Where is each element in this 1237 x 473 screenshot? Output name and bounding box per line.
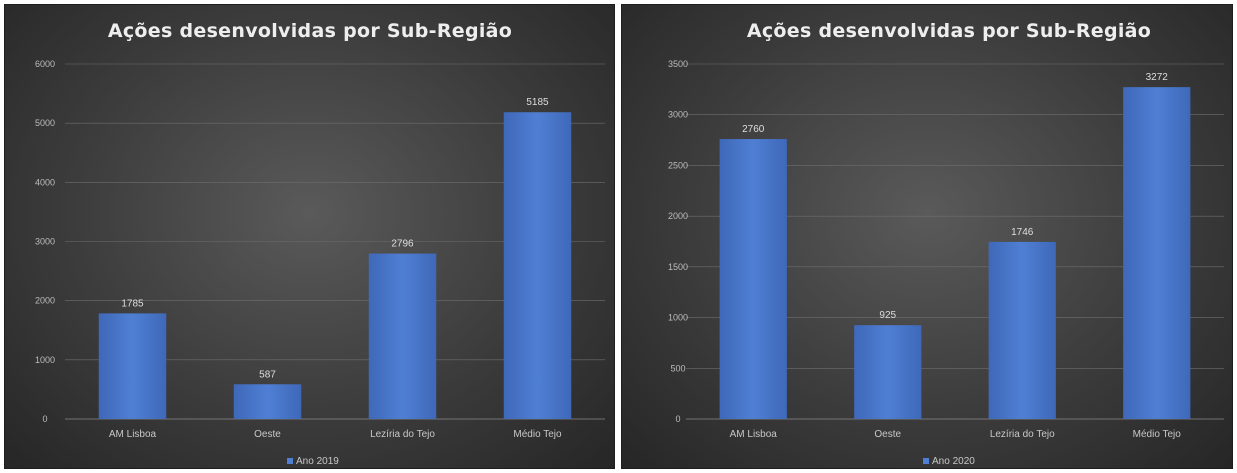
y-tick-label: 0: [675, 414, 680, 424]
y-tick-label: 3500: [668, 59, 688, 69]
data-label: 2796: [391, 239, 414, 250]
x-tick-label: AM Lisboa: [109, 429, 157, 440]
y-tick-label: 2000: [668, 211, 688, 221]
bar: [1123, 87, 1191, 419]
y-tick-label: 2000: [35, 296, 55, 306]
x-tick-label: Médio Tejo: [513, 429, 562, 440]
x-tick-label: Oeste: [874, 429, 901, 440]
y-tick-label: 4000: [35, 177, 55, 187]
y-tick-label: 5000: [35, 118, 55, 128]
x-tick-label: Lezíria do Tejo: [990, 429, 1055, 440]
x-tick-label: AM Lisboa: [730, 429, 778, 440]
data-label: 1785: [121, 298, 144, 309]
legend-label: Ano 2019: [296, 456, 339, 467]
y-tick-label: 0: [42, 414, 47, 424]
bar-chart-2020: Ações desenvolvidas por Sub-Região 0 500 1…: [668, 20, 1224, 467]
bar: [854, 325, 922, 419]
y-tick-label: 3000: [668, 110, 688, 120]
y-tick-label: 6000: [35, 59, 55, 69]
data-label: 2760: [742, 124, 765, 135]
bar: [719, 139, 787, 420]
y-tick-label: 1500: [668, 262, 688, 272]
x-tick-label: Lezíria do Tejo: [370, 429, 435, 440]
chart-title: Ações desenvolvidas por Sub-Região: [747, 20, 1151, 42]
legend-swatch: [923, 458, 929, 464]
y-tick-label: 1000: [668, 313, 688, 323]
y-tick-label: 3000: [35, 237, 55, 247]
y-tick-label: 1000: [35, 355, 55, 365]
chart-panel-2019: Ações desenvolvidas por Sub-Região 0 1000…: [4, 4, 615, 469]
bar-chart-2019: Ações desenvolvidas por Sub-Região 0 1000…: [35, 20, 605, 467]
bar: [368, 253, 437, 419]
chart-panel-2020: Ações desenvolvidas por Sub-Região 0 500 1…: [621, 4, 1233, 469]
y-tick-label: 2500: [668, 160, 688, 170]
chart-title: Ações desenvolvidas por Sub-Região: [108, 20, 512, 42]
bar: [98, 313, 167, 419]
data-label: 3272: [1146, 72, 1169, 83]
data-label: 587: [259, 369, 276, 380]
x-tick-label: Médio Tejo: [1133, 429, 1182, 440]
legend-label: Ano 2020: [932, 456, 975, 467]
legend-swatch: [287, 458, 293, 464]
x-tick-label: Oeste: [254, 429, 281, 440]
data-label: 925: [879, 310, 896, 321]
y-tick-label: 500: [670, 363, 685, 373]
bar: [988, 241, 1056, 419]
bar: [233, 384, 302, 419]
bar: [503, 112, 572, 420]
data-label: 1746: [1011, 227, 1034, 238]
data-label: 5185: [526, 97, 549, 108]
